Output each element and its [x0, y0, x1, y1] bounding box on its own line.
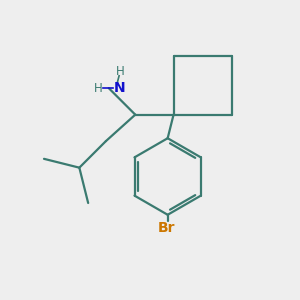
Text: H: H [94, 82, 103, 95]
Text: H: H [116, 65, 124, 79]
Text: Br: Br [158, 221, 175, 235]
Text: N: N [114, 81, 126, 95]
